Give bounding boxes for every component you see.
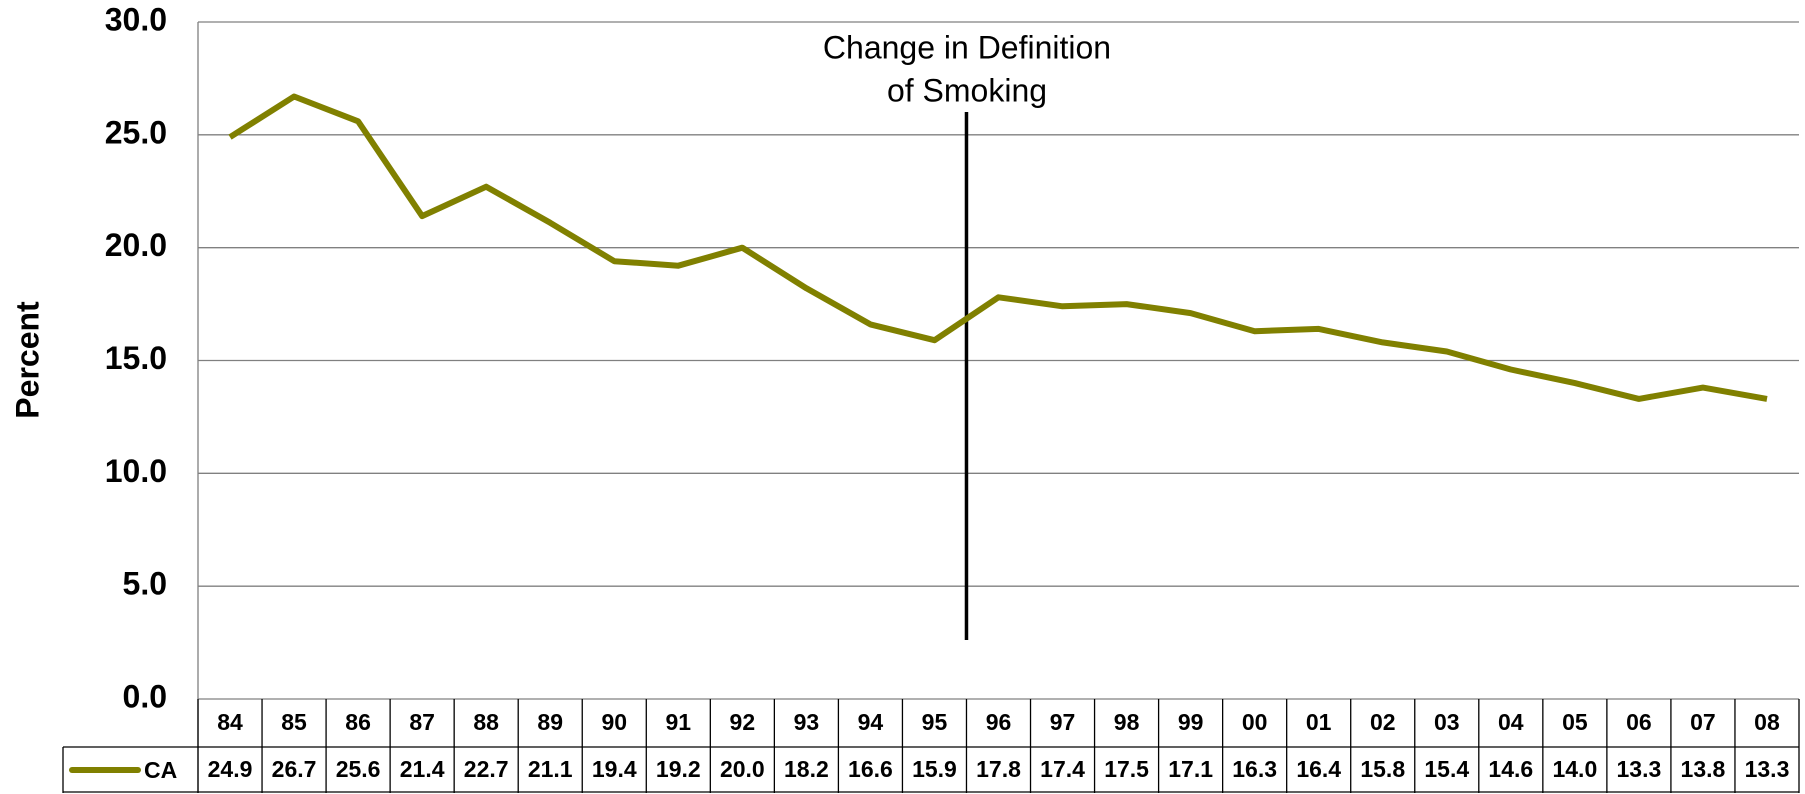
x-tick-label: 84 bbox=[217, 709, 243, 735]
x-tick-label: 90 bbox=[601, 709, 627, 735]
x-tick-label: 08 bbox=[1754, 709, 1780, 735]
data-label: 20.0 bbox=[720, 756, 765, 782]
x-tick-label: 88 bbox=[473, 709, 499, 735]
data-label: 25.6 bbox=[336, 756, 381, 782]
x-tick-label: 99 bbox=[1178, 709, 1204, 735]
data-label: 22.7 bbox=[464, 756, 509, 782]
legend-label: CA bbox=[144, 757, 177, 783]
y-tick-label: 20.0 bbox=[105, 227, 167, 263]
data-label: 17.4 bbox=[1040, 756, 1085, 782]
x-tick-label: 91 bbox=[666, 709, 692, 735]
x-tick-label: 06 bbox=[1626, 709, 1652, 735]
data-label: 13.8 bbox=[1681, 756, 1726, 782]
x-tick-label: 98 bbox=[1114, 709, 1140, 735]
x-tick-label: 86 bbox=[345, 709, 371, 735]
data-label: 14.6 bbox=[1488, 756, 1533, 782]
data-label: 16.4 bbox=[1296, 756, 1341, 782]
data-label: 19.2 bbox=[656, 756, 701, 782]
data-label: 26.7 bbox=[272, 756, 317, 782]
data-label: 13.3 bbox=[1745, 756, 1790, 782]
data-label: 15.9 bbox=[912, 756, 957, 782]
x-tick-label: 05 bbox=[1562, 709, 1588, 735]
y-tick-label: 10.0 bbox=[105, 453, 167, 489]
data-label: 16.3 bbox=[1232, 756, 1277, 782]
y-tick-label: 25.0 bbox=[105, 114, 167, 150]
data-label: 14.0 bbox=[1552, 756, 1597, 782]
annotation: of Smoking bbox=[887, 72, 1047, 108]
y-axis-label: Percent bbox=[9, 301, 45, 419]
annotation: Change in Definition bbox=[823, 29, 1111, 65]
data-label: 17.5 bbox=[1104, 756, 1149, 782]
data-label: 21.1 bbox=[528, 756, 573, 782]
x-tick-label: 04 bbox=[1498, 709, 1524, 735]
x-tick-label: 85 bbox=[281, 709, 307, 735]
x-tick-label: 89 bbox=[537, 709, 563, 735]
x-tick-label: 93 bbox=[794, 709, 820, 735]
series-line bbox=[228, 93, 1768, 402]
x-tick-label: 02 bbox=[1370, 709, 1396, 735]
y-tick-label: 5.0 bbox=[123, 566, 167, 602]
y-tick-label: 0.0 bbox=[123, 678, 167, 714]
data-label: 19.4 bbox=[592, 756, 637, 782]
x-tick-label: 94 bbox=[858, 709, 884, 735]
y-tick-label: 30.0 bbox=[105, 1, 167, 37]
y-tick-label: 15.0 bbox=[105, 340, 167, 376]
data-label: 17.8 bbox=[976, 756, 1021, 782]
x-tick-label: 97 bbox=[1050, 709, 1076, 735]
x-tick-label: 87 bbox=[409, 709, 435, 735]
data-label: 18.2 bbox=[784, 756, 829, 782]
data-label: 17.1 bbox=[1168, 756, 1213, 782]
data-label: 13.3 bbox=[1617, 756, 1662, 782]
data-label: 21.4 bbox=[400, 756, 445, 782]
data-label: 24.9 bbox=[208, 756, 253, 782]
x-tick-label: 00 bbox=[1242, 709, 1268, 735]
x-tick-label: 03 bbox=[1434, 709, 1460, 735]
x-tick-label: 01 bbox=[1306, 709, 1332, 735]
data-label: 15.8 bbox=[1360, 756, 1405, 782]
x-tick-label: 96 bbox=[986, 709, 1012, 735]
data-label: 15.4 bbox=[1424, 756, 1469, 782]
x-tick-label: 92 bbox=[730, 709, 756, 735]
x-tick-label: 07 bbox=[1690, 709, 1716, 735]
x-tick-label: 95 bbox=[922, 709, 948, 735]
data-label: 16.6 bbox=[848, 756, 893, 782]
